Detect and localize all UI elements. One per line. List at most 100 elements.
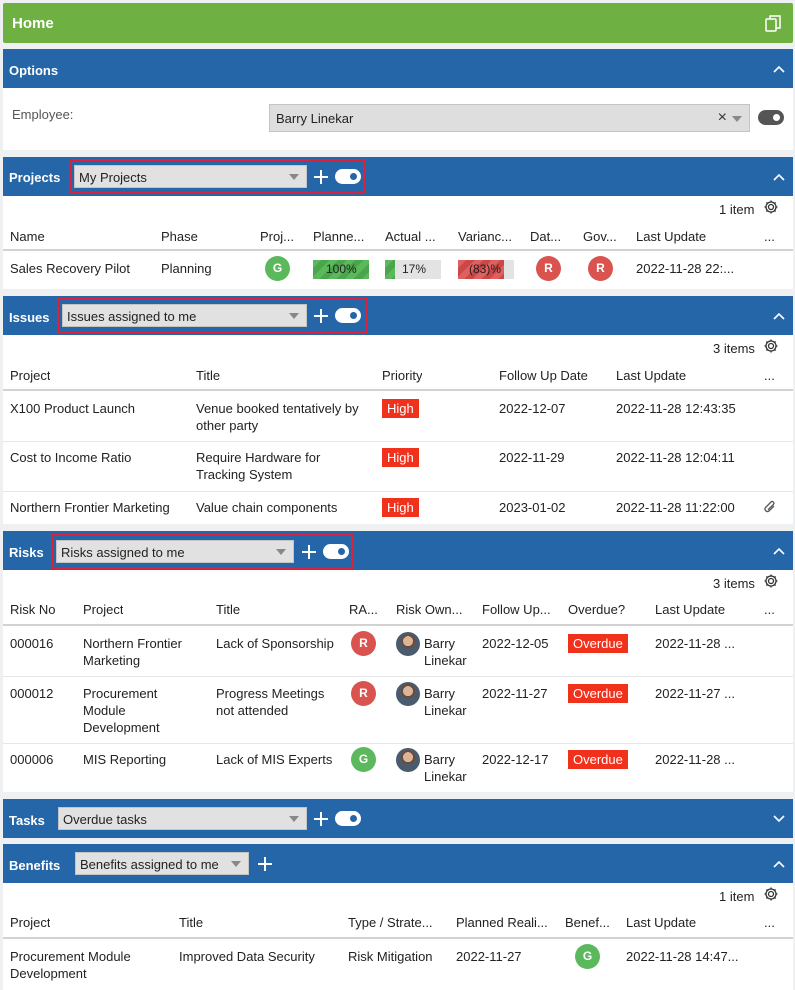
col-last-update[interactable]: Last Update bbox=[636, 229, 707, 244]
add-benefit-icon[interactable] bbox=[258, 857, 272, 871]
col-title[interactable]: Title bbox=[196, 368, 221, 383]
projects-filter-select[interactable]: My Projects bbox=[74, 165, 307, 188]
add-task-icon[interactable] bbox=[314, 812, 328, 826]
col-project[interactable]: Project bbox=[10, 368, 51, 383]
risks-toggle[interactable] bbox=[323, 544, 349, 559]
dropdown-arrow-icon bbox=[289, 816, 299, 822]
col-follow-up-date[interactable]: Follow Up Date bbox=[499, 368, 588, 383]
chevron-up-icon[interactable] bbox=[773, 312, 785, 320]
options-panel: Employee: Barry Linekar × bbox=[3, 88, 793, 150]
col-priority[interactable]: Priority bbox=[382, 368, 423, 383]
add-risk-icon[interactable] bbox=[302, 545, 316, 559]
benefits-panel: 1 item Project Title Type / Strate... Pl… bbox=[3, 883, 793, 990]
employee-value: Barry Linekar bbox=[276, 111, 354, 126]
home-title: Home bbox=[12, 15, 54, 32]
risk-last-update: 2022-11-28 ... bbox=[655, 636, 735, 651]
tasks-toggle[interactable] bbox=[335, 811, 361, 826]
gear-icon[interactable] bbox=[763, 886, 779, 902]
chevron-up-icon[interactable] bbox=[773, 173, 785, 181]
col-planned[interactable]: Planne... bbox=[313, 229, 365, 244]
employee-toggle[interactable] bbox=[758, 110, 784, 125]
issue-last-update: 2022-11-28 11:22:00 bbox=[616, 500, 735, 515]
add-issue-icon[interactable] bbox=[314, 309, 328, 323]
gear-icon[interactable] bbox=[763, 338, 779, 354]
issues-toggle[interactable] bbox=[335, 308, 361, 323]
col-name[interactable]: Name bbox=[10, 229, 45, 244]
col-planned-realisation[interactable]: Planned Reali... bbox=[456, 915, 548, 930]
employee-select[interactable]: Barry Linekar × bbox=[269, 104, 750, 132]
projects-panel: 1 item Name Phase Proj... Planne... Actu… bbox=[3, 196, 793, 289]
col-more[interactable]: ... bbox=[764, 229, 775, 244]
col-benefit-status[interactable]: Benef... bbox=[565, 915, 610, 930]
avatar bbox=[396, 632, 420, 656]
overdue-badge: Overdue bbox=[568, 634, 628, 653]
benefit-type: Risk Mitigation bbox=[348, 949, 433, 964]
issue-follow-up: 2023-01-02 bbox=[499, 500, 566, 515]
col-variance[interactable]: Varianc... bbox=[458, 229, 512, 244]
col-risk-no[interactable]: Risk No bbox=[10, 602, 56, 617]
col-project[interactable]: Project bbox=[10, 915, 51, 930]
col-last-update[interactable]: Last Update bbox=[655, 602, 726, 617]
copy-icon[interactable] bbox=[765, 15, 781, 32]
col-date[interactable]: Dat... bbox=[530, 229, 562, 244]
chevron-up-icon[interactable] bbox=[773, 860, 785, 868]
col-phase[interactable]: Phase bbox=[161, 229, 198, 244]
tasks-filter-select[interactable]: Overdue tasks bbox=[58, 807, 307, 830]
col-more[interactable]: ... bbox=[764, 602, 775, 617]
col-type-strategy[interactable]: Type / Strate... bbox=[348, 915, 433, 930]
header-divider bbox=[3, 389, 793, 391]
benefit-planned: 2022-11-27 bbox=[456, 949, 522, 964]
chevron-up-icon[interactable] bbox=[773, 65, 785, 73]
issue-title[interactable]: Require Hardware for Tracking System bbox=[196, 450, 321, 482]
add-project-icon[interactable] bbox=[314, 170, 328, 184]
col-more[interactable]: ... bbox=[764, 915, 775, 930]
risk-rating-badge: R bbox=[351, 681, 376, 706]
benefits-header: Benefits Benefits assigned to me bbox=[3, 844, 793, 883]
chevron-down-icon[interactable] bbox=[773, 815, 785, 823]
risk-title[interactable]: Lack of MIS Experts bbox=[216, 752, 333, 767]
col-gov[interactable]: Gov... bbox=[583, 229, 617, 244]
benefits-filter-value: Benefits assigned to me bbox=[80, 857, 219, 872]
options-header[interactable]: Options bbox=[3, 49, 793, 88]
chevron-up-icon[interactable] bbox=[773, 547, 785, 555]
col-last-update[interactable]: Last Update bbox=[616, 368, 687, 383]
col-title[interactable]: Title bbox=[179, 915, 204, 930]
avatar bbox=[396, 682, 420, 706]
issues-filter-select[interactable]: Issues assigned to me bbox=[62, 304, 307, 327]
clear-icon[interactable]: × bbox=[717, 109, 727, 126]
project-name[interactable]: Sales Recovery Pilot bbox=[10, 261, 130, 276]
risk-title[interactable]: Progress Meetings not attended bbox=[216, 686, 325, 718]
risk-title[interactable]: Lack of Sponsorship bbox=[216, 636, 334, 651]
benefits-count: 1 item bbox=[719, 889, 755, 904]
projects-toggle[interactable] bbox=[335, 169, 361, 184]
gear-icon[interactable] bbox=[763, 573, 779, 589]
benefit-title[interactable]: Improved Data Security bbox=[179, 949, 315, 964]
risk-project: Procurement Module Development bbox=[83, 686, 160, 735]
col-risk-owner[interactable]: Risk Own... bbox=[396, 602, 463, 617]
col-proj[interactable]: Proj... bbox=[260, 229, 294, 244]
dropdown-arrow-icon[interactable] bbox=[732, 116, 742, 122]
col-more[interactable]: ... bbox=[764, 368, 775, 383]
benefits-filter-select[interactable]: Benefits assigned to me bbox=[75, 852, 249, 875]
project-last-update: 2022-11-28 22:... bbox=[636, 261, 735, 276]
col-project[interactable]: Project bbox=[83, 602, 124, 617]
col-last-update[interactable]: Last Update bbox=[626, 915, 697, 930]
options-title: Options bbox=[9, 63, 59, 78]
col-title[interactable]: Title bbox=[216, 602, 241, 617]
benefit-last-update: 2022-11-28 14:47... bbox=[626, 949, 739, 964]
paperclip-icon[interactable] bbox=[763, 499, 777, 515]
risk-rating-badge: R bbox=[351, 631, 376, 656]
issue-title[interactable]: Venue booked tentatively by other party bbox=[196, 401, 359, 433]
gear-icon[interactable] bbox=[763, 199, 779, 215]
col-ra[interactable]: RA... bbox=[349, 602, 378, 617]
actual-progress-fill bbox=[385, 260, 395, 279]
dropdown-arrow-icon bbox=[289, 313, 299, 319]
risk-follow-up: 2022-12-17 bbox=[482, 752, 549, 767]
col-overdue[interactable]: Overdue? bbox=[568, 602, 626, 617]
risk-follow-up: 2022-11-27 bbox=[482, 686, 548, 701]
benefit-project: Procurement Module Development bbox=[10, 949, 131, 981]
col-actual[interactable]: Actual ... bbox=[385, 229, 436, 244]
risks-filter-select[interactable]: Risks assigned to me bbox=[56, 540, 294, 563]
issue-title[interactable]: Value chain components bbox=[196, 500, 338, 515]
col-follow-up[interactable]: Follow Up... bbox=[482, 602, 551, 617]
